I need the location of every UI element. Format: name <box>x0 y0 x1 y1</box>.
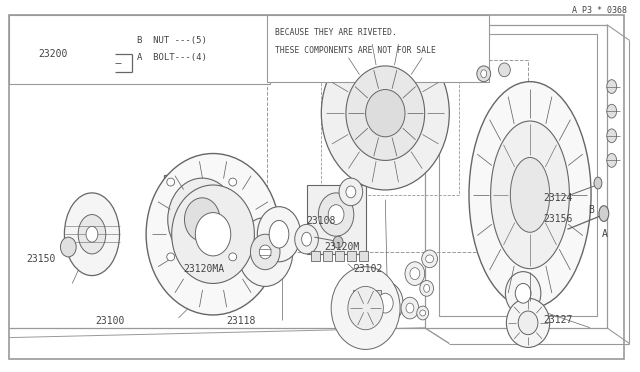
Ellipse shape <box>424 285 429 292</box>
Ellipse shape <box>365 90 405 137</box>
Ellipse shape <box>346 66 425 160</box>
Text: 23127: 23127 <box>543 315 572 325</box>
Bar <box>267 60 528 252</box>
Ellipse shape <box>301 232 312 246</box>
Text: 23118: 23118 <box>226 316 255 326</box>
Bar <box>353 291 365 310</box>
Ellipse shape <box>269 221 289 248</box>
Ellipse shape <box>607 80 617 93</box>
Bar <box>425 25 607 328</box>
Ellipse shape <box>228 178 237 186</box>
Ellipse shape <box>599 206 609 221</box>
Ellipse shape <box>518 311 538 335</box>
Bar <box>440 34 597 316</box>
Text: 23102: 23102 <box>354 264 383 274</box>
Bar <box>323 251 332 261</box>
Ellipse shape <box>607 154 617 167</box>
Bar <box>369 291 381 310</box>
Text: A: A <box>602 229 608 239</box>
Ellipse shape <box>499 63 510 77</box>
Ellipse shape <box>321 36 449 190</box>
Text: 23124: 23124 <box>543 193 572 203</box>
Ellipse shape <box>146 154 280 315</box>
Ellipse shape <box>401 297 419 319</box>
Ellipse shape <box>594 177 602 189</box>
Ellipse shape <box>78 215 106 254</box>
Ellipse shape <box>172 185 254 283</box>
Ellipse shape <box>607 129 617 143</box>
Ellipse shape <box>477 66 491 81</box>
Ellipse shape <box>167 178 175 186</box>
Ellipse shape <box>481 70 486 78</box>
Bar <box>359 251 367 261</box>
Ellipse shape <box>367 282 403 325</box>
Ellipse shape <box>295 224 318 254</box>
Bar <box>321 37 459 195</box>
Bar <box>335 251 344 261</box>
Text: B: B <box>588 205 594 215</box>
Ellipse shape <box>257 207 301 262</box>
Bar <box>312 251 321 261</box>
Text: 23150: 23150 <box>26 254 56 264</box>
Ellipse shape <box>318 193 354 236</box>
Ellipse shape <box>420 280 433 296</box>
Ellipse shape <box>333 236 343 248</box>
Bar <box>346 283 393 318</box>
Ellipse shape <box>410 268 420 279</box>
Ellipse shape <box>515 283 531 303</box>
Ellipse shape <box>510 157 550 232</box>
Bar <box>307 185 365 254</box>
Ellipse shape <box>168 178 237 261</box>
Bar <box>267 15 489 81</box>
Ellipse shape <box>328 205 344 224</box>
Ellipse shape <box>346 186 356 198</box>
Text: 23156: 23156 <box>543 215 572 224</box>
Bar <box>343 308 365 326</box>
Ellipse shape <box>422 250 438 268</box>
Text: 23200: 23200 <box>39 49 68 59</box>
Text: 23120MA: 23120MA <box>184 264 225 274</box>
Bar <box>347 251 356 261</box>
Ellipse shape <box>426 255 433 263</box>
Text: BECAUSE THEY ARE RIVETED.: BECAUSE THEY ARE RIVETED. <box>275 28 397 37</box>
Ellipse shape <box>469 81 591 308</box>
Ellipse shape <box>506 272 541 315</box>
Ellipse shape <box>339 178 363 206</box>
Ellipse shape <box>405 262 425 285</box>
Ellipse shape <box>491 121 570 269</box>
Ellipse shape <box>259 245 271 259</box>
Ellipse shape <box>184 198 220 241</box>
Text: B  NUT ---(5): B NUT ---(5) <box>137 36 207 45</box>
Bar <box>164 175 241 264</box>
Bar <box>9 15 270 84</box>
Ellipse shape <box>228 253 237 261</box>
Ellipse shape <box>378 293 393 313</box>
Ellipse shape <box>417 306 429 320</box>
Ellipse shape <box>65 193 120 276</box>
Text: THESE COMPONENTS ARE NOT FOR SALE: THESE COMPONENTS ARE NOT FOR SALE <box>275 46 436 55</box>
Ellipse shape <box>60 237 76 257</box>
Ellipse shape <box>406 303 414 313</box>
Ellipse shape <box>420 310 426 316</box>
Text: 23100: 23100 <box>95 316 124 326</box>
Ellipse shape <box>195 212 231 256</box>
Ellipse shape <box>167 253 175 261</box>
Ellipse shape <box>237 218 292 286</box>
Ellipse shape <box>250 234 280 270</box>
Ellipse shape <box>348 286 383 330</box>
Ellipse shape <box>506 298 550 347</box>
Text: A P3 * 0368: A P3 * 0368 <box>572 6 627 15</box>
Ellipse shape <box>86 226 98 242</box>
Text: A  BOLT---(4): A BOLT---(4) <box>137 52 207 61</box>
Ellipse shape <box>607 104 617 118</box>
Ellipse shape <box>331 267 400 349</box>
Text: 23120M: 23120M <box>324 242 360 252</box>
Text: 23108: 23108 <box>307 217 336 227</box>
